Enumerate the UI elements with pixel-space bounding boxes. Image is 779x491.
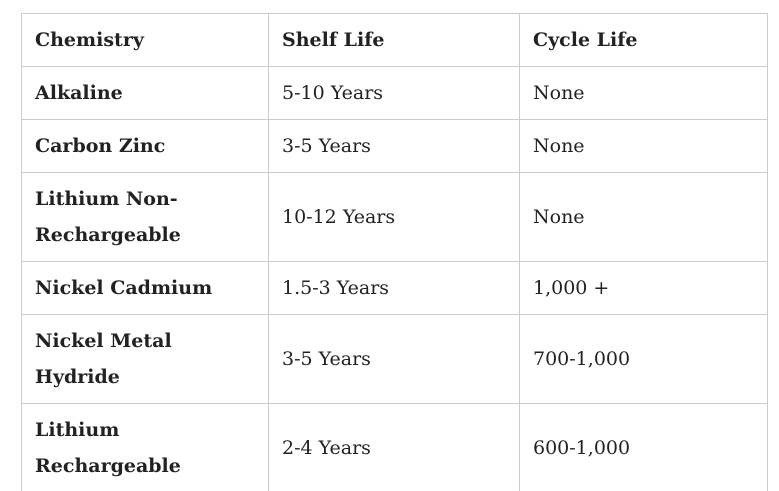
battery-table-container: Chemistry Shelf Life Cycle Life Alkaline… — [21, 13, 779, 491]
cell-shelf-life: 2-4 Years — [268, 403, 520, 491]
cell-shelf-life: 5-10 Years — [268, 66, 520, 120]
column-header-chemistry: Chemistry — [21, 13, 269, 67]
table-row: Nickel Metal Hydride 3-5 Years 700-1,000 — [21, 314, 768, 404]
table-row: Alkaline 5-10 Years None — [21, 66, 768, 120]
cell-shelf-life: 3-5 Years — [268, 119, 520, 173]
cell-cycle-life: None — [519, 172, 768, 262]
cell-cycle-life: 1,000 + — [519, 261, 768, 315]
cell-shelf-life: 10-12 Years — [268, 172, 520, 262]
cell-cycle-life: 700-1,000 — [519, 314, 768, 404]
table-row: Carbon Zinc 3-5 Years None — [21, 119, 768, 173]
column-header-shelf-life: Shelf Life — [268, 13, 520, 67]
cell-shelf-life: 1.5-3 Years — [268, 261, 520, 315]
cell-chemistry: Lithium Non-Rechargeable — [21, 172, 269, 262]
battery-chemistry-table: Chemistry Shelf Life Cycle Life Alkaline… — [21, 13, 768, 491]
cell-cycle-life: None — [519, 119, 768, 173]
column-header-cycle-life: Cycle Life — [519, 13, 768, 67]
cell-chemistry: Nickel Metal Hydride — [21, 314, 269, 404]
table-row: Nickel Cadmium 1.5-3 Years 1,000 + — [21, 261, 768, 315]
cell-cycle-life: 600-1,000 — [519, 403, 768, 491]
cell-chemistry: Carbon Zinc — [21, 119, 269, 173]
cell-chemistry: Alkaline — [21, 66, 269, 120]
header-row: Chemistry Shelf Life Cycle Life — [21, 13, 768, 67]
cell-chemistry: Lithium Rechargeable — [21, 403, 269, 491]
cell-chemistry: Nickel Cadmium — [21, 261, 269, 315]
cell-shelf-life: 3-5 Years — [268, 314, 520, 404]
cell-cycle-life: None — [519, 66, 768, 120]
table-row: Lithium Non-Rechargeable 10-12 Years Non… — [21, 172, 768, 262]
table-row: Lithium Rechargeable 2-4 Years 600-1,000 — [21, 403, 768, 491]
